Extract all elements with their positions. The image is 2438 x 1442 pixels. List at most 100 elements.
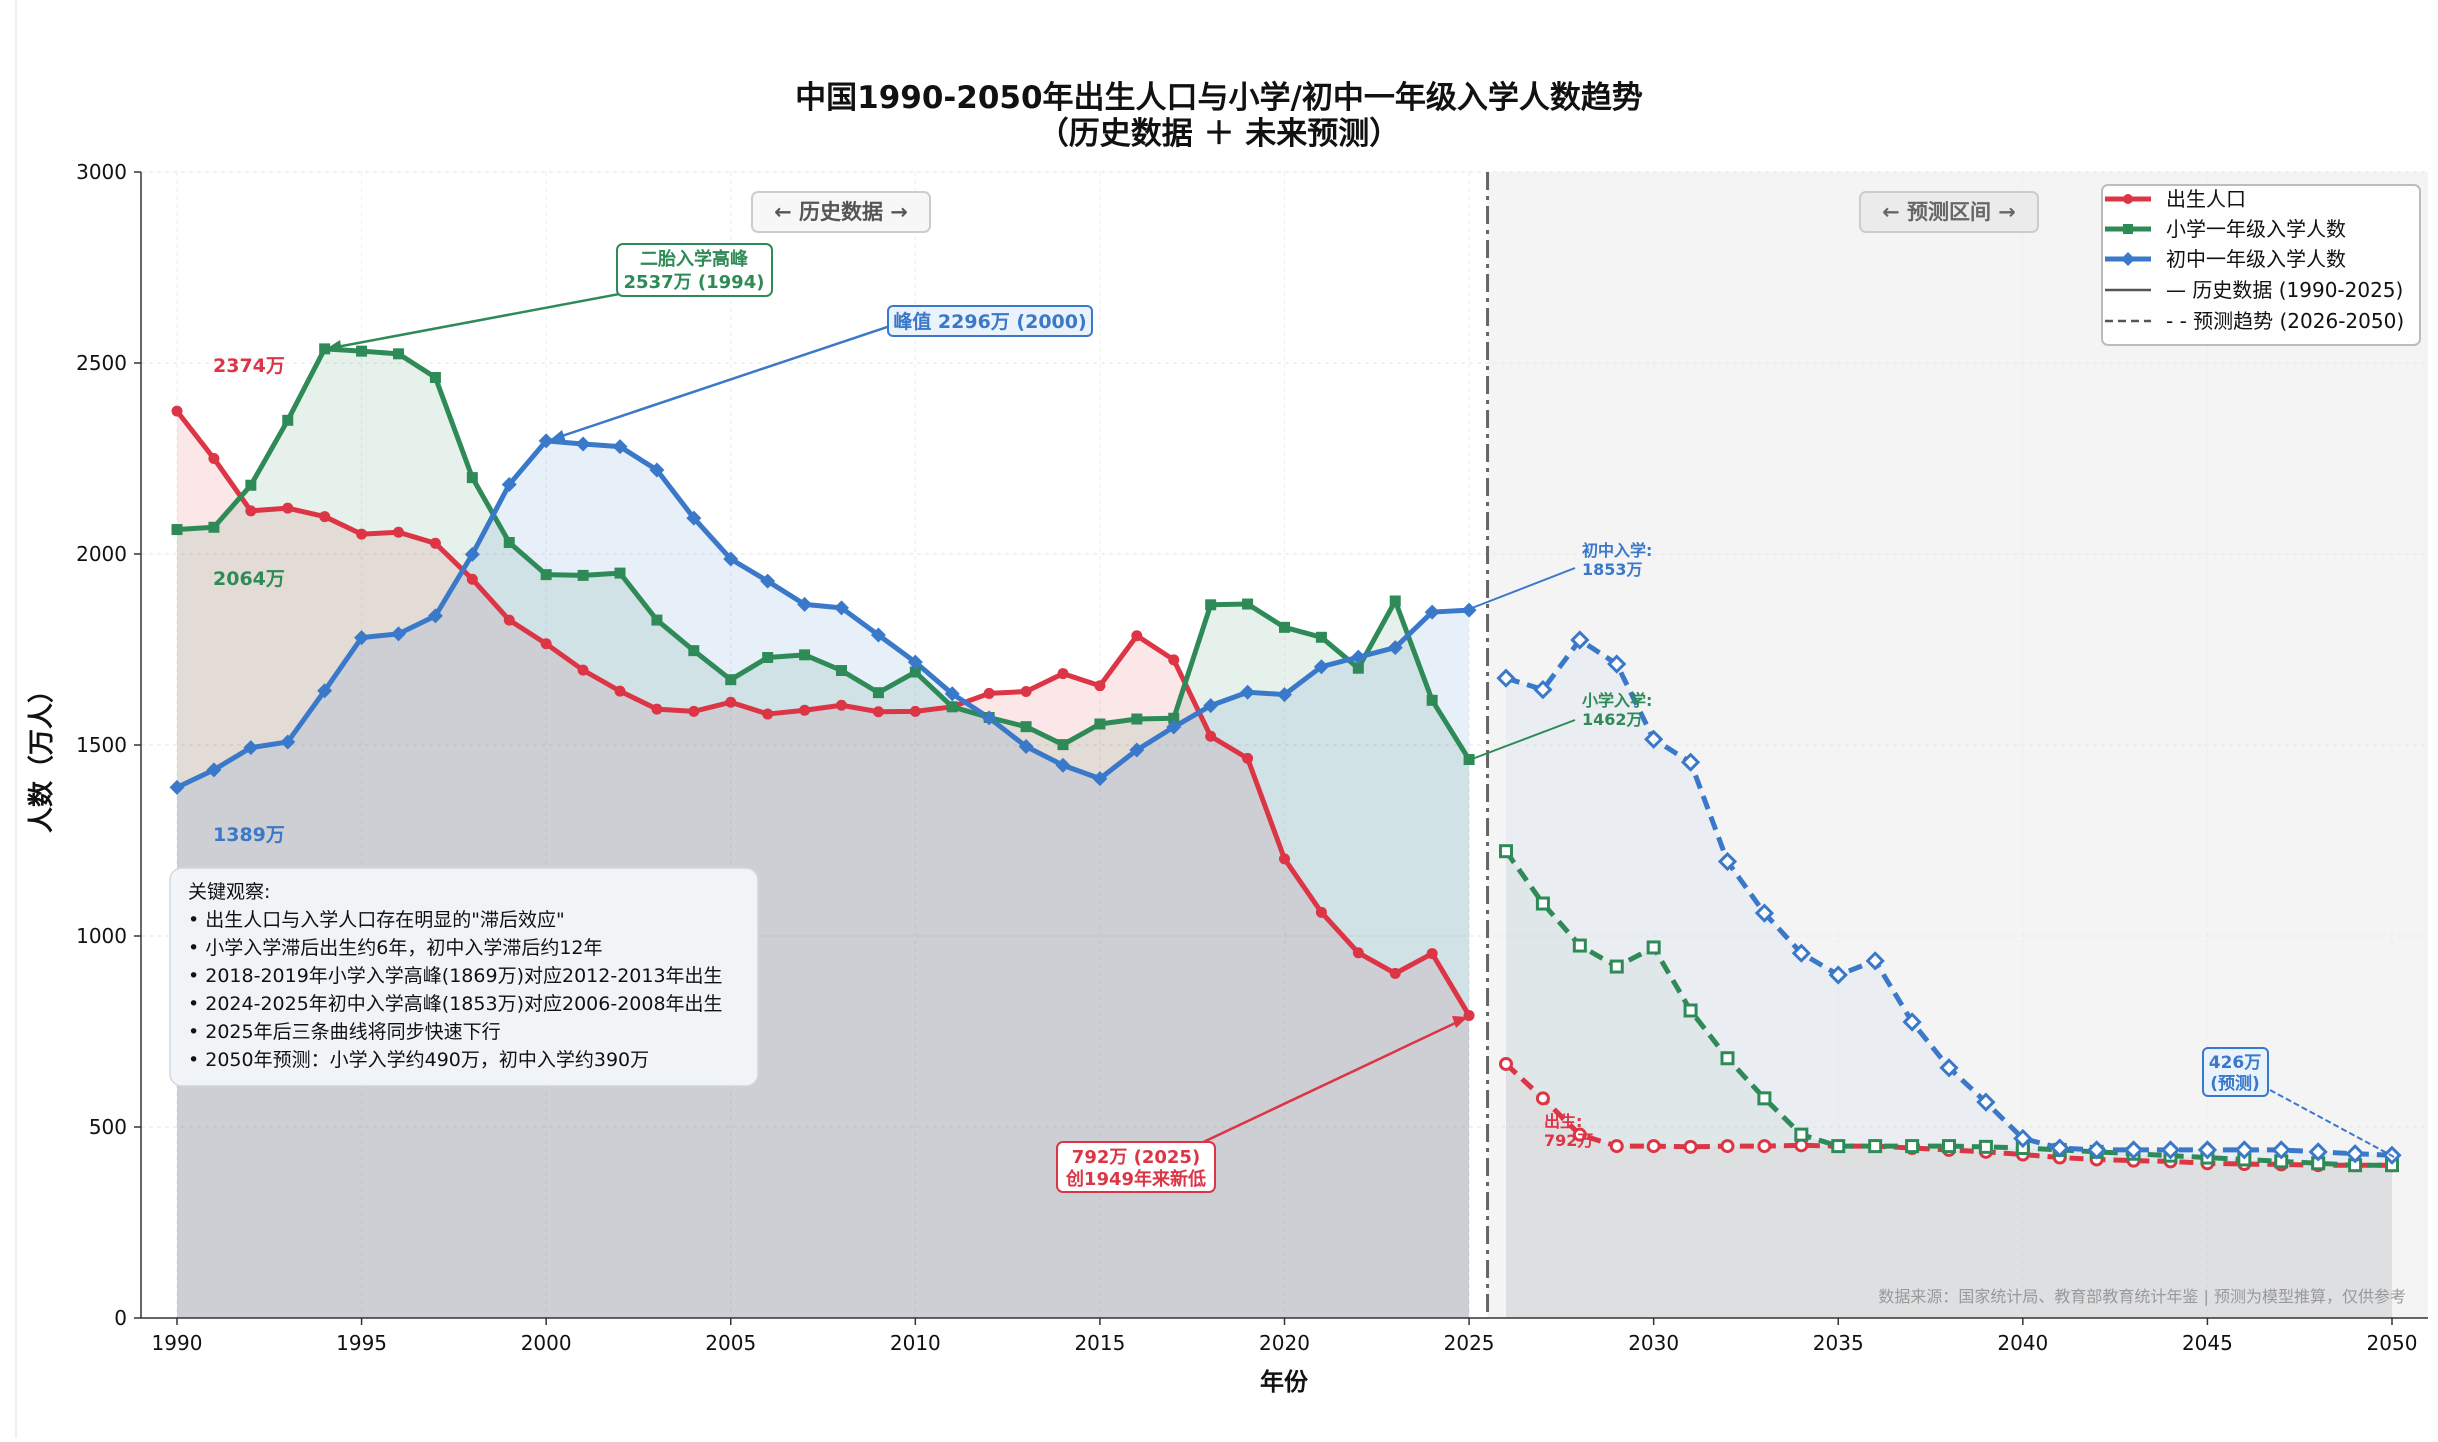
x-tick-label: 2020 [1259, 1331, 1310, 1355]
data-point [243, 740, 259, 756]
data-point [1094, 680, 1106, 692]
data-point [1205, 730, 1217, 742]
data-point [1905, 1139, 1920, 1154]
data-point [981, 710, 997, 726]
x-axis-label: 年份 [1260, 1368, 1309, 1396]
data-point [169, 779, 185, 795]
chart-subtitle: （历史数据 ＋ 未来预测） [1038, 116, 1401, 152]
data-point [723, 551, 739, 567]
data-point [282, 502, 294, 514]
data-point [1389, 595, 1401, 607]
data-point [1757, 1091, 1772, 1106]
data-point [836, 665, 847, 677]
data-point [1868, 1139, 1883, 1154]
data-point [836, 699, 847, 711]
x-tick-label: 2005 [705, 1331, 756, 1355]
y-tick-label: 1500 [76, 733, 127, 757]
data-point [1315, 906, 1327, 918]
y-tick-label: 2500 [76, 351, 127, 375]
data-point [282, 414, 294, 426]
middle-peak-arrow [549, 324, 891, 442]
data-point [208, 453, 220, 464]
annotations: 2374万 2064万 1389万 二胎入学高峰 2537万 (1994) 峰值… [213, 243, 2397, 1193]
data-point [651, 703, 663, 715]
data-point [208, 521, 220, 533]
data-point [245, 479, 257, 491]
data-point [1644, 729, 1664, 749]
forecast-region-text: ← 预测区间 → [1882, 200, 2016, 224]
data-point [319, 511, 331, 523]
data-point [1609, 959, 1624, 974]
data-point [575, 436, 591, 452]
data-point [171, 524, 183, 536]
observation-item: • 2025年后三条曲线将同步快速下行 [188, 1021, 501, 1043]
x-tick-label: 2015 [1074, 1331, 1125, 1355]
birth-small-label-1: 出生: [1544, 1112, 1582, 1131]
data-point [1607, 654, 1627, 674]
observation-item: • 2050年预测：小学入学约490万，初中入学约390万 [188, 1049, 649, 1071]
data-point [1683, 1139, 1698, 1154]
data-point [1499, 1056, 1513, 1071]
x-tick-label: 1990 [152, 1331, 203, 1355]
data-point [319, 343, 331, 355]
data-point [1313, 659, 1329, 675]
data-point [799, 649, 811, 661]
y-tick-label: 1000 [76, 924, 127, 948]
x-tick-label: 2045 [2182, 1331, 2233, 1355]
series-markers [169, 343, 2402, 1173]
x-tick-label: 2030 [1628, 1331, 1679, 1355]
data-point [1020, 686, 1032, 698]
x-tick-label: 2035 [1813, 1331, 1864, 1355]
data-point [503, 537, 515, 549]
area-fill-historical [177, 440, 1470, 1319]
birth-2025-label-1: 792万 (2025) [1072, 1147, 1200, 1168]
data-point [1978, 1139, 1993, 1154]
y-axis-ticks: 0 500 1000 1500 2000 2500 3000 [76, 160, 141, 1330]
observation-item: • 小学入学滞后出生约6年，初中入学滞后约12年 [188, 937, 603, 959]
data-point [1794, 1127, 1809, 1142]
observations-title: 关键观察: [188, 881, 270, 903]
data-point [762, 708, 774, 720]
data-point [799, 704, 811, 716]
data-point [540, 638, 552, 650]
data-point [870, 627, 886, 643]
data-point [1831, 1139, 1846, 1154]
birth-start-label: 2374万 [213, 355, 285, 377]
data-point [1168, 712, 1180, 724]
data-point [1646, 1139, 1661, 1154]
data-point [1387, 640, 1403, 656]
data-point [1717, 851, 1738, 872]
data-point [1791, 943, 1811, 963]
data-point [1496, 668, 1516, 688]
data-point [501, 476, 517, 492]
data-point [2013, 1128, 2033, 1149]
primary-peak-label-2: 2537万 (1994) [624, 272, 765, 293]
middle-start-label: 1389万 [213, 824, 285, 846]
observation-item: • 出生人口与入学人口存在明显的"滞后效应" [188, 909, 565, 931]
data-point [1242, 598, 1254, 610]
data-point [245, 505, 257, 517]
data-point [1352, 947, 1364, 959]
data-point [909, 666, 921, 678]
data-point [356, 528, 368, 540]
primary-2025-label-1: 小学入学: [1582, 691, 1652, 710]
data-point [2234, 1140, 2254, 1160]
data-point [1720, 1139, 1735, 1154]
data-point [1570, 630, 1590, 650]
forecast-2050-label-2: (预测) [2210, 1073, 2260, 1094]
x-tick-label: 2025 [1444, 1331, 1495, 1355]
data-point [1720, 1051, 1735, 1066]
data-point [538, 433, 554, 449]
legend-label-history: — 历史数据 (1990-2025) [2166, 278, 2403, 302]
data-point [171, 405, 183, 417]
birth-small-label-2: 792万 [1544, 1131, 1593, 1150]
data-point [393, 348, 404, 360]
data-point [834, 600, 849, 616]
data-point [2271, 1140, 2291, 1160]
legend-label-birth: 出生人口 [2166, 187, 2246, 211]
area-fill-historical [177, 411, 1470, 1319]
data-point [503, 614, 515, 626]
data-point [946, 701, 958, 713]
source-note: 数据来源：国家统计局、教育部教育统计年鉴 | 预测为模型推算，仅供参考 [1878, 1287, 2406, 1306]
